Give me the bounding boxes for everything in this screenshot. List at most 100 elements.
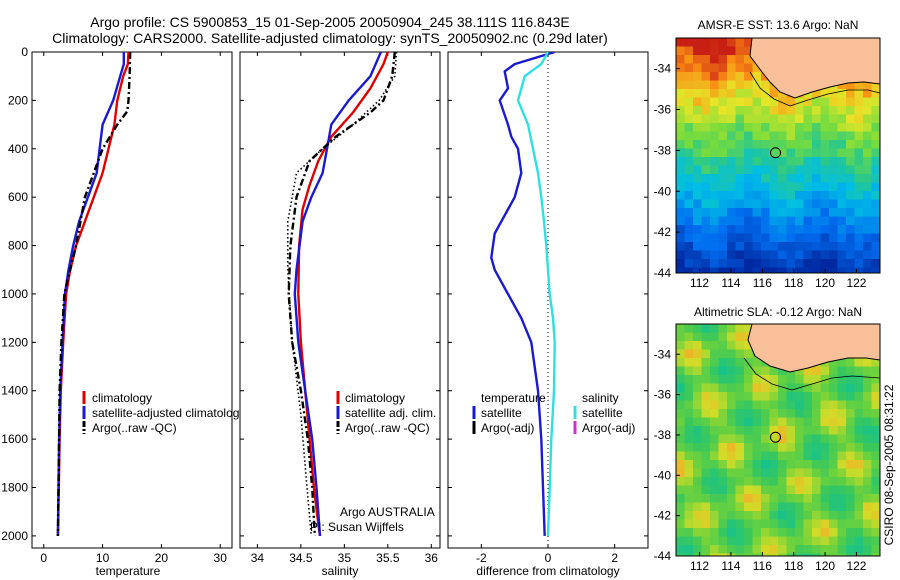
- map-cell: [727, 250, 736, 260]
- map-cell: [871, 216, 880, 226]
- map-cell: [812, 208, 821, 217]
- map-cell: [727, 259, 736, 268]
- map-cell: [761, 157, 770, 166]
- map-cell: [744, 182, 753, 192]
- lat-tick-label: -42: [654, 225, 672, 239]
- map-cell: [718, 358, 728, 367]
- map-cell: [752, 536, 762, 546]
- map-cell: [795, 208, 804, 217]
- profile-line-satellite-adj-clim-: [293, 52, 383, 536]
- map-cell: [693, 511, 702, 520]
- map-cell: [786, 199, 796, 209]
- map-cell: [718, 417, 728, 427]
- map-cell: [735, 494, 745, 503]
- map-cell: [769, 383, 779, 393]
- map-cell: [795, 242, 804, 251]
- map-cell: [820, 417, 830, 427]
- map-cell: [701, 216, 711, 226]
- map-cell: [837, 358, 847, 367]
- map-cell: [710, 89, 719, 98]
- map-cell: [710, 392, 719, 401]
- map-cell: [727, 553, 736, 556]
- map-cell: [812, 443, 821, 452]
- map-cell: [752, 477, 762, 486]
- map-cell: [684, 468, 694, 478]
- map-cell: [829, 375, 838, 384]
- map-cell: [803, 383, 813, 393]
- map-cell: [676, 38, 685, 47]
- map-cell: [769, 233, 779, 243]
- map-cell: [871, 460, 880, 469]
- map-cell: [718, 400, 728, 410]
- map-cell: [829, 250, 838, 260]
- map-cell: [837, 199, 847, 209]
- map-cell: [752, 545, 762, 554]
- map-cell: [718, 72, 728, 81]
- map-cell: [744, 242, 753, 251]
- map-cell: [871, 191, 880, 200]
- map-cell: [676, 366, 685, 376]
- map-cell: [803, 140, 813, 149]
- map-cell: [803, 460, 813, 469]
- map-cell: [812, 511, 821, 520]
- map-cell: [778, 157, 787, 166]
- map-cell: [795, 494, 804, 503]
- map-cell: [744, 216, 753, 226]
- map-cell: [786, 140, 796, 149]
- map-cell: [735, 97, 745, 107]
- map-cell: [820, 511, 830, 520]
- lon-tick-label: 116: [753, 559, 772, 573]
- map-cell: [701, 417, 711, 427]
- map-cell: [727, 358, 736, 367]
- map-cell: [684, 89, 694, 98]
- lat-tick-label: -34: [654, 347, 672, 361]
- map-cell: [863, 426, 872, 435]
- float-position-marker: [770, 431, 781, 443]
- map-cell: [710, 225, 719, 234]
- map-cell: [727, 208, 736, 217]
- map-cell: [693, 46, 702, 56]
- map-cell: [863, 114, 872, 124]
- map-cell: [684, 63, 694, 73]
- map-cell: [676, 477, 685, 486]
- map-cell: [727, 242, 736, 251]
- map-cell: [846, 140, 855, 149]
- map-cell: [752, 148, 762, 158]
- map-cell: [684, 375, 694, 384]
- map-cell: [710, 106, 719, 115]
- map-cell: [727, 400, 736, 410]
- map-cell: [778, 233, 787, 243]
- map-cell: [727, 494, 736, 503]
- map-cell: [744, 97, 753, 107]
- map-cell: [871, 451, 880, 461]
- map-cell: [710, 174, 719, 183]
- map-cell: [786, 494, 796, 503]
- map-cell: [837, 123, 847, 132]
- map-cell: [701, 242, 711, 251]
- map-cell: [786, 165, 796, 175]
- lon-tick-label: 120: [815, 559, 835, 573]
- map-cell: [684, 123, 694, 132]
- map-cell: [718, 182, 728, 192]
- map-cell: [871, 157, 880, 166]
- map-cell: [761, 216, 770, 226]
- map-cell: [744, 494, 753, 503]
- map-cell: [684, 157, 694, 166]
- map-cell: [701, 148, 711, 158]
- map-cell: [854, 182, 864, 192]
- map-cell: [693, 434, 702, 444]
- map-cell: [752, 97, 762, 107]
- map-cell: [684, 72, 694, 81]
- map-cell: [854, 242, 864, 251]
- map-cell: [769, 417, 779, 427]
- map-cell: [829, 502, 838, 512]
- map-cell: [854, 208, 864, 217]
- map-cell: [863, 250, 872, 260]
- map-cell: [854, 199, 864, 209]
- map-cell: [837, 528, 847, 537]
- map-cell: [837, 191, 847, 200]
- map-cell: [812, 97, 821, 107]
- map-cell: [854, 409, 864, 418]
- profile-line-salinity-satellite: [516, 52, 556, 536]
- map-cell: [803, 106, 813, 115]
